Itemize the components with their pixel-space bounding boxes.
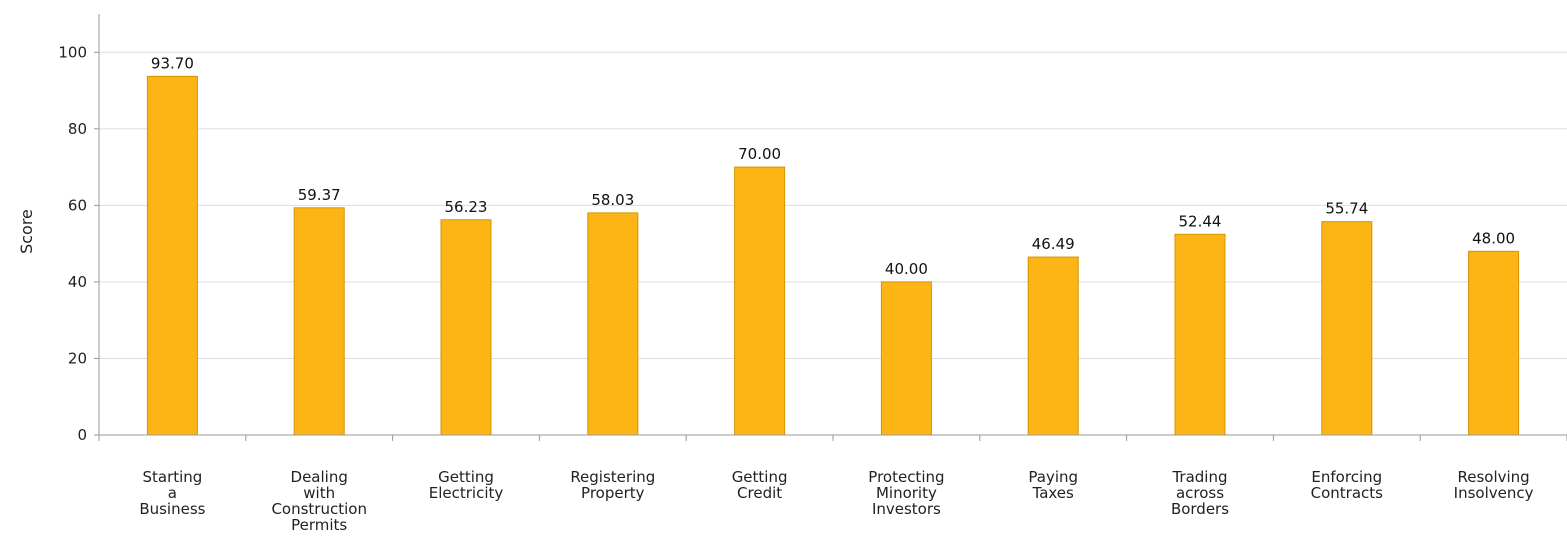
bar xyxy=(1027,256,1079,436)
x-tick-label: Registering Property xyxy=(570,468,655,502)
bars xyxy=(146,75,1520,436)
data-label: 93.70 xyxy=(151,54,194,72)
x-tick-label-line: Getting xyxy=(732,468,788,486)
data-label: 58.03 xyxy=(591,191,634,209)
x-tick-label: Enforcing Contracts xyxy=(1311,468,1384,502)
bar xyxy=(293,207,345,436)
x-tick-label-line: Dealing xyxy=(291,468,348,486)
data-label: 59.37 xyxy=(298,186,341,204)
x-tick-label-line: Construction xyxy=(271,500,367,518)
y-tick-label: 40 xyxy=(68,273,87,291)
bar xyxy=(1174,233,1226,436)
x-tick-labels: Starting a Business Dealing with Construction… xyxy=(139,468,1533,534)
x-tick-label-line: Electricity xyxy=(429,484,504,502)
x-tick-label-line: Trading xyxy=(1171,468,1227,486)
x-tick-label-line: Insolvency xyxy=(1454,484,1534,502)
x-tick-label-line: Enforcing xyxy=(1311,468,1382,486)
x-tick-label: Protecting Minority Investors xyxy=(868,468,944,518)
y-tick-label: 60 xyxy=(68,196,87,214)
x-tick-label-line: Paying xyxy=(1028,468,1078,486)
bar xyxy=(440,219,492,436)
x-tick-label: Trading across Borders xyxy=(1171,468,1229,518)
axes xyxy=(94,14,1567,441)
x-tick-label-line: Taxes xyxy=(1032,484,1075,502)
y-tick-label: 80 xyxy=(68,120,87,138)
bar xyxy=(1468,250,1520,436)
x-tick-label-line: with xyxy=(303,484,335,502)
x-tick-label-line: Protecting xyxy=(868,468,944,486)
x-tick-label-line: Minority xyxy=(876,484,937,502)
y-tick-label: 0 xyxy=(77,426,87,444)
data-label: 70.00 xyxy=(738,145,781,163)
x-tick-label-line: Registering xyxy=(570,468,655,486)
x-tick-label: Resolving Insolvency xyxy=(1454,468,1534,502)
x-tick-label-line: Credit xyxy=(737,484,782,502)
y-tick-labels: 0 20 40 60 80 100 xyxy=(58,43,87,444)
bar xyxy=(734,166,786,436)
x-tick-label: Dealing with Construction Permits xyxy=(271,468,367,534)
y-tick-label: 20 xyxy=(68,349,87,367)
data-label: 48.00 xyxy=(1472,229,1515,247)
bar xyxy=(880,281,932,436)
data-label: 55.74 xyxy=(1325,200,1368,218)
x-tick-label-line: Starting xyxy=(142,468,202,486)
data-label: 40.00 xyxy=(885,260,928,278)
bar xyxy=(587,212,639,436)
x-tick-label-line: Contracts xyxy=(1311,484,1384,502)
x-tick-label-line: Investors xyxy=(872,500,941,518)
x-tick-label: Getting Electricity xyxy=(429,468,504,502)
data-label: 52.44 xyxy=(1179,212,1222,230)
y-axis-title: Score xyxy=(17,209,36,254)
data-label: 56.23 xyxy=(445,198,488,216)
bar xyxy=(1321,221,1373,436)
x-tick-label-line: Permits xyxy=(291,516,347,534)
x-tick-label-line: Resolving xyxy=(1457,468,1529,486)
x-tick-label-line: Getting xyxy=(438,468,494,486)
x-tick-label: Paying Taxes xyxy=(1028,468,1078,502)
x-tick-label-line: Business xyxy=(139,500,205,518)
x-tick-label-line: Property xyxy=(581,484,645,502)
x-tick-label-line: a xyxy=(168,484,177,502)
x-tick-label: Getting Credit xyxy=(732,468,788,502)
x-tick-label: Starting a Business xyxy=(139,468,205,518)
data-labels: 93.70 59.37 56.23 58.03 70.00 40.00 46.49 52.44… xyxy=(151,54,1515,278)
y-tick-label: 100 xyxy=(58,43,87,61)
x-tick-label-line: across xyxy=(1176,484,1224,502)
x-tick-label-line: Borders xyxy=(1171,500,1229,518)
bar xyxy=(146,75,198,436)
data-label: 46.49 xyxy=(1032,235,1075,253)
